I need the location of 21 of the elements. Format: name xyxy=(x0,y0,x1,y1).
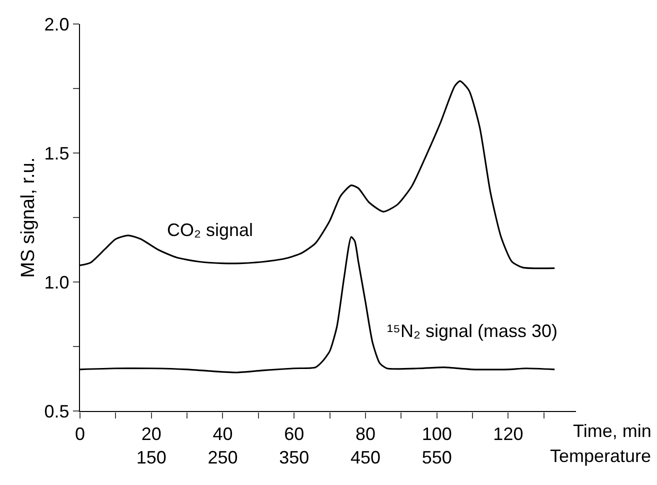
x-tick-label: 20 xyxy=(141,424,162,444)
x2-tick-label: 450 xyxy=(350,447,380,468)
y-tick-label: 0.5 xyxy=(44,402,70,422)
x2-tick-label: 250 xyxy=(208,447,238,468)
y-axis-title: MS signal, r.u. xyxy=(18,157,40,278)
x-tick-label: 0 xyxy=(74,424,86,444)
x-axis-title: Time, min xyxy=(573,421,652,441)
y-tick-label: 1.0 xyxy=(44,272,70,292)
annotation: ¹⁵N₂ signal (mass 30) xyxy=(387,321,558,341)
x2-axis-title: Temperature xyxy=(550,446,652,466)
annotation: CO₂ signal xyxy=(167,220,254,240)
x-tick-label: 100 xyxy=(422,424,452,444)
x-tick-label: 120 xyxy=(493,424,524,444)
x2-tick-label: 350 xyxy=(279,447,310,468)
y-tick-label: 1.5 xyxy=(44,143,70,164)
x-tick-label: 60 xyxy=(284,424,304,444)
x-tick-label: 40 xyxy=(212,424,233,444)
x2-tick-label: 550 xyxy=(422,447,452,468)
y-tick-label: 2.0 xyxy=(44,14,70,34)
x-tick-label: 80 xyxy=(355,424,376,444)
x2-tick-label: 150 xyxy=(136,447,166,468)
